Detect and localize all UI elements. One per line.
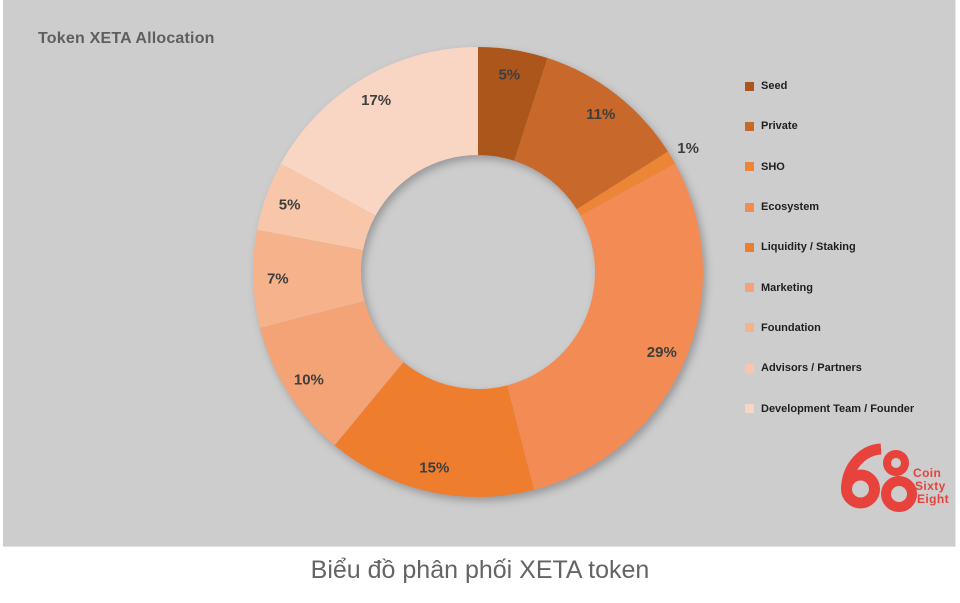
legend-item-advisors-partners: Advisors / Partners <box>745 348 955 388</box>
legend-item-development-team-founder: Development Team / Founder <box>745 388 955 428</box>
legend-swatch <box>745 323 754 333</box>
logo-word-coin: Coin <box>913 466 941 480</box>
legend-swatch <box>745 162 754 172</box>
legend-label: Ecosystem <box>761 201 820 214</box>
legend-label: Marketing <box>761 281 813 294</box>
legend-swatch <box>745 121 754 131</box>
legend-label: Advisors / Partners <box>761 362 862 375</box>
legend-swatch <box>745 242 754 252</box>
legend-label: Seed <box>761 80 788 93</box>
legend-item-liquidity-staking: Liquidity / Staking <box>745 227 955 267</box>
logo-word-eight: Eight <box>917 492 949 506</box>
pie-slice-ecosystem <box>507 163 703 490</box>
legend-swatch <box>745 363 754 373</box>
logo-digit-6-bowl <box>841 469 880 509</box>
pie-slice-private <box>514 58 668 210</box>
slice-label: 5% <box>498 66 520 83</box>
legend-swatch <box>745 404 754 414</box>
legend-label: Liquidity / Staking <box>761 241 856 254</box>
logo-digit-8-bottom <box>881 476 917 512</box>
legend-label: Private <box>761 120 798 133</box>
slice-label: 10% <box>294 372 324 389</box>
logo-68-mark <box>841 443 917 512</box>
pie-slice-marketing <box>260 301 404 446</box>
slice-label: 15% <box>419 460 449 477</box>
slice-label: 17% <box>361 92 391 109</box>
logo-digit-8-top <box>883 450 909 476</box>
legend-label: Development Team / Founder <box>761 402 915 415</box>
legend-swatch <box>745 202 754 212</box>
legend-swatch <box>745 81 754 91</box>
donut-chart: 5% 11% 1% 29% 15% 10% 7% 5% 17% <box>253 47 703 498</box>
donut-slice-labels: 5% 11% 1% 29% 15% 10% 7% 5% 17% <box>267 66 699 476</box>
pie-slice-sho <box>576 151 676 216</box>
donut-slices <box>253 47 703 498</box>
coin-sixty-eight-logo: Coin Sixty Eight <box>841 443 949 512</box>
legend-item-private: Private <box>745 106 955 146</box>
legend-item-sho: SHO <box>745 147 955 187</box>
chart-caption: Biểu đồ phân phối XETA token <box>310 556 650 584</box>
legend-item-seed: Seed <box>745 66 955 106</box>
pie-slice-development-team-founder <box>280 47 478 216</box>
legend-label: Foundation <box>761 321 821 334</box>
slice-label: 29% <box>647 344 677 361</box>
chart-panel: Token XETA Allocation 5% 11% 1% 29% 15% 10% 7%… <box>3 0 956 547</box>
slice-label: 1% <box>677 140 699 157</box>
pie-slice-liquidity-staking <box>334 362 534 498</box>
pie-slice-seed <box>478 47 548 161</box>
chart-legend: Seed Private SHO Ecosystem Liquidity / Staki… <box>745 66 955 429</box>
chart-title: Token XETA Allocation <box>38 30 215 47</box>
logo-word-sixty: Sixty <box>915 479 946 493</box>
legend-swatch <box>745 283 754 293</box>
slice-label: 7% <box>267 271 289 288</box>
pie-slice-advisors-partners <box>256 163 376 251</box>
slice-label: 5% <box>279 196 301 213</box>
legend-item-ecosystem: Ecosystem <box>745 187 955 227</box>
legend-item-foundation: Foundation <box>745 308 955 348</box>
legend-item-marketing: Marketing <box>745 267 955 307</box>
legend-label: SHO <box>761 160 785 173</box>
slice-label: 11% <box>586 106 615 123</box>
pie-slice-foundation <box>253 229 365 328</box>
